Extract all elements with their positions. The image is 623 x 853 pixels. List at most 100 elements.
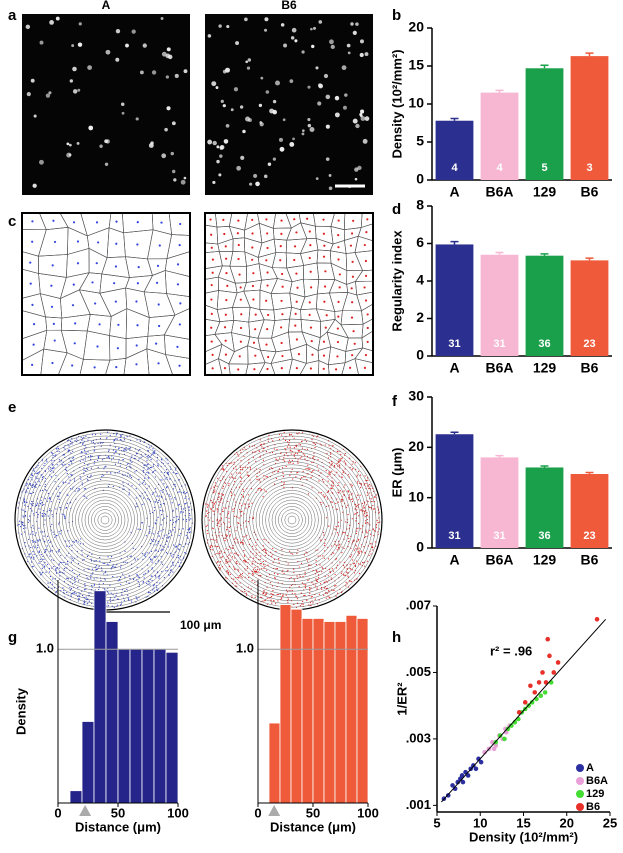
cell-dot (96, 345, 99, 348)
cell-dot (322, 354, 326, 357)
point (379, 521, 381, 523)
point (32, 468, 35, 470)
point (43, 535, 45, 537)
point (355, 532, 357, 535)
point (43, 503, 45, 506)
point (317, 459, 319, 461)
point (327, 457, 330, 459)
point (58, 450, 60, 453)
point (259, 562, 261, 565)
cell-territory (228, 225, 245, 240)
point (373, 530, 376, 532)
point (355, 520, 357, 522)
point (49, 575, 52, 578)
point (277, 593, 279, 596)
point (174, 497, 176, 499)
cell-territory (340, 323, 364, 339)
point (205, 525, 207, 527)
point (168, 536, 170, 538)
point (177, 561, 179, 564)
cell (165, 75, 169, 79)
point (160, 524, 162, 526)
point (49, 496, 51, 499)
point (321, 588, 323, 590)
cell-dot (239, 340, 242, 343)
cell-dot (224, 245, 227, 248)
cell (318, 20, 323, 24)
point (54, 536, 56, 538)
cell-dot (351, 301, 354, 304)
point (290, 576, 292, 579)
cell (45, 93, 51, 98)
point (326, 587, 328, 589)
point (359, 474, 362, 476)
point (262, 549, 265, 551)
point (185, 519, 188, 521)
point (343, 460, 345, 462)
point (106, 456, 108, 458)
point (233, 494, 236, 496)
point (312, 602, 314, 604)
point (294, 593, 296, 595)
point (156, 587, 158, 589)
point (126, 436, 128, 438)
bar (93, 590, 107, 804)
point (336, 564, 339, 566)
cell-dot (224, 353, 228, 356)
point (273, 483, 276, 485)
point (288, 443, 290, 446)
point (26, 483, 28, 485)
point (34, 481, 36, 483)
point (98, 588, 100, 590)
point (101, 459, 104, 461)
point (277, 573, 279, 575)
point (116, 564, 118, 566)
point (315, 560, 317, 562)
point (270, 467, 272, 469)
point (131, 455, 133, 457)
point (46, 535, 49, 537)
y-tick-label: 1.0 (236, 641, 254, 656)
point (355, 505, 358, 508)
cell-territory (108, 212, 124, 234)
point (29, 533, 31, 535)
point (313, 442, 315, 444)
point (66, 560, 69, 563)
point (242, 469, 244, 471)
point (65, 507, 67, 509)
point (231, 547, 234, 549)
point (325, 587, 327, 590)
point (186, 492, 188, 494)
point (33, 470, 36, 472)
point (306, 478, 308, 481)
point (543, 680, 549, 685)
bar (301, 618, 314, 804)
point (115, 434, 118, 436)
point (301, 447, 304, 449)
cell-dot (237, 243, 240, 247)
cell-territory (356, 291, 374, 312)
point (256, 475, 258, 477)
point (306, 448, 309, 450)
point (277, 582, 279, 584)
point (107, 601, 109, 603)
x-tick-label: B6 (581, 552, 599, 568)
cell (307, 123, 312, 128)
point (351, 463, 353, 465)
point (137, 528, 139, 530)
cell (364, 116, 370, 121)
point (27, 479, 30, 481)
cell (174, 73, 179, 79)
point (87, 451, 89, 453)
point (29, 483, 31, 486)
point (141, 552, 144, 555)
point (107, 605, 110, 607)
point (135, 453, 138, 455)
point (239, 476, 242, 478)
point (299, 478, 302, 481)
ring (91, 506, 119, 534)
point (353, 539, 355, 541)
point (97, 457, 100, 459)
cell-dot (155, 281, 159, 284)
point (36, 502, 39, 504)
